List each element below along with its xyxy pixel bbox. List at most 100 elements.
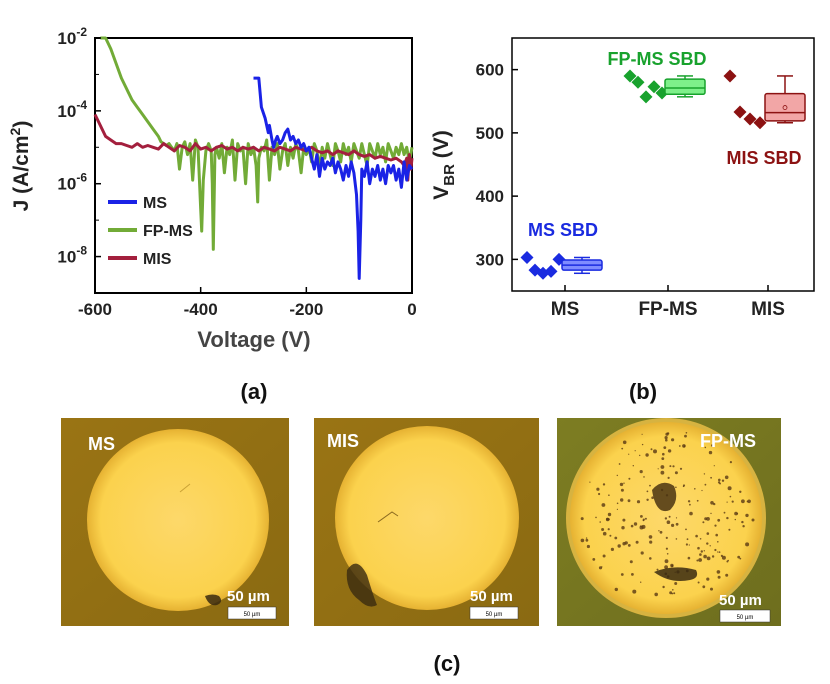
speckle: [616, 474, 618, 477]
speckle: [648, 535, 653, 539]
panel-a-legend: MS FP-MS MIS: [108, 195, 193, 268]
speckle: [641, 443, 644, 446]
speckle: [621, 447, 624, 450]
speckle: [649, 484, 651, 487]
speckle: [696, 559, 699, 562]
speckle: [656, 568, 659, 571]
micrograph-mis: MIS 50 µm 50 µm: [314, 418, 539, 626]
speckle: [601, 528, 605, 531]
speckle: [586, 544, 591, 549]
speckle: [659, 530, 663, 534]
speckle: [632, 589, 637, 594]
speckle: [592, 558, 596, 561]
speckle: [725, 573, 729, 577]
data-point-mis-sbd: [753, 116, 767, 130]
scale-text: 50 µm: [719, 592, 762, 609]
speckle: [739, 557, 742, 560]
defect-spot: [654, 567, 698, 581]
speckle: [599, 521, 601, 523]
speckle: [620, 488, 624, 492]
speckle: [747, 499, 751, 504]
speckle: [679, 467, 683, 470]
speckle: [723, 511, 726, 514]
speckle: [729, 461, 733, 464]
speckle: [660, 465, 665, 469]
speckle: [666, 553, 669, 555]
speckle: [710, 476, 712, 479]
speckle: [650, 448, 653, 451]
scale-bar-text: 50 µm: [486, 612, 503, 618]
speckle: [646, 498, 649, 501]
speckle: [669, 465, 672, 468]
micrograph-label-fp-ms: FP-MS: [700, 431, 756, 451]
speckle: [642, 519, 645, 522]
y-tick-label: 10-8: [57, 244, 87, 267]
speckle: [672, 465, 675, 468]
caption-b: (b): [629, 379, 657, 404]
legend-label-ms: MS: [143, 195, 167, 212]
box-mean: [782, 105, 788, 110]
speckle: [726, 501, 728, 503]
speckle: [741, 520, 744, 524]
surface-speckles: [580, 432, 755, 597]
micrograph-label-mis: MIS: [327, 431, 359, 451]
legend-label-fp-ms: FP-MS: [143, 223, 193, 240]
data-point-fp-ms-sbd: [631, 75, 645, 89]
speckle: [664, 517, 668, 520]
speckle: [641, 433, 643, 435]
speckle: [614, 536, 618, 540]
speckle: [682, 484, 686, 487]
scratch-mark: [377, 511, 399, 523]
y-tick-label: 10-2: [57, 25, 87, 48]
speckle: [711, 444, 714, 447]
speckle: [716, 570, 721, 574]
y-tick-label: 600: [476, 61, 504, 80]
speckle: [661, 457, 665, 460]
speckle: [718, 478, 721, 482]
speckle: [663, 446, 667, 449]
x-tick-label: -400: [184, 300, 218, 319]
speckle: [711, 555, 715, 558]
speckle: [726, 516, 729, 520]
speckle: [623, 482, 625, 484]
series-line-ms: [253, 76, 414, 280]
speckle: [589, 481, 591, 483]
speckle: [657, 468, 659, 470]
speckle: [598, 566, 603, 570]
speckle: [664, 436, 668, 440]
speckle: [685, 543, 689, 546]
speckle: [699, 538, 702, 540]
speckle: [709, 545, 711, 547]
data-point-fp-ms-sbd: [639, 90, 653, 104]
speckle: [640, 581, 642, 583]
speckle: [675, 522, 679, 526]
speckle: [662, 585, 665, 589]
speckle: [710, 501, 714, 505]
speckle: [617, 544, 621, 548]
speckle: [673, 592, 676, 595]
speckle: [629, 560, 633, 564]
speckle: [746, 500, 749, 503]
speckle: [710, 512, 712, 515]
speckle: [739, 490, 742, 493]
speckle: [689, 511, 693, 516]
speckle: [671, 523, 675, 528]
speckle: [628, 453, 630, 455]
speckle: [580, 538, 585, 543]
speckle: [607, 512, 612, 517]
speckle: [729, 495, 732, 498]
speckle: [745, 542, 750, 547]
speckle: [708, 450, 713, 455]
speckle: [646, 490, 649, 493]
annotation-fp-ms-sbd: FP-MS SBD: [608, 49, 707, 69]
speckle: [595, 516, 597, 519]
speckle: [639, 470, 643, 474]
speckle: [654, 592, 658, 597]
scale-bar: [719, 609, 771, 623]
speckle: [706, 517, 710, 521]
speckle: [702, 521, 705, 524]
scale-text: 50 µm: [470, 588, 513, 605]
panel-a-ylabel: J (A/cm2): [7, 121, 33, 212]
speckle: [675, 486, 677, 489]
speckle: [598, 492, 601, 496]
